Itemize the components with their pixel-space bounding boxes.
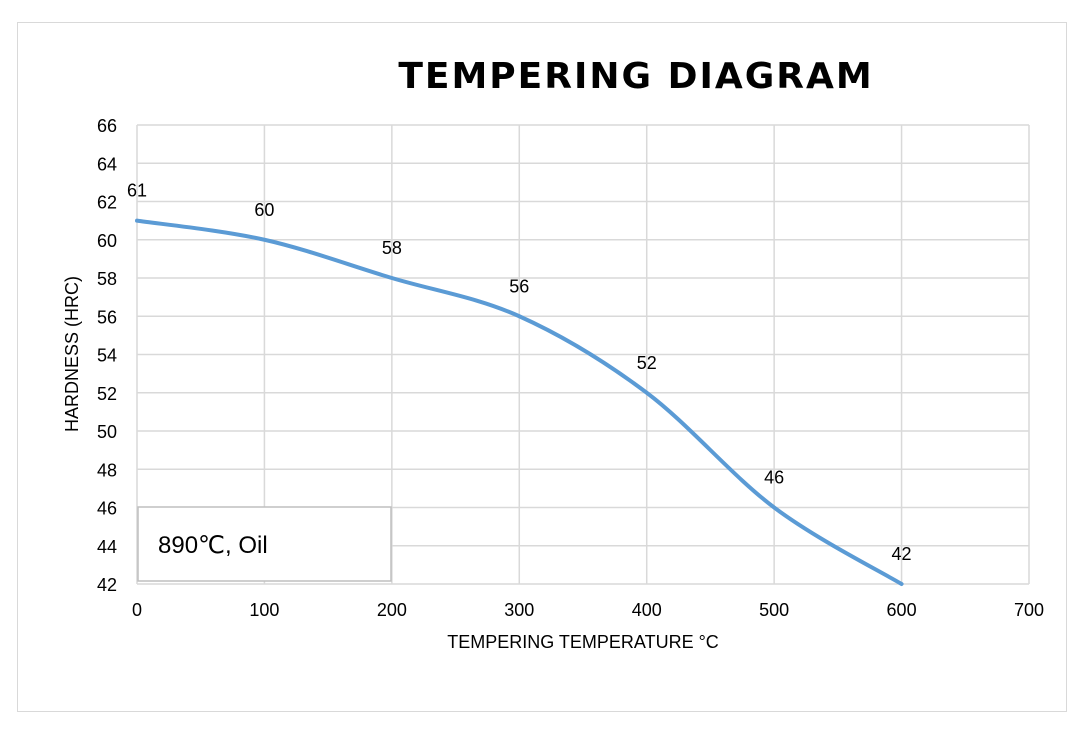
y-tick-label: 46 (97, 499, 117, 519)
annotation-box (137, 506, 392, 582)
data-label: 52 (637, 353, 657, 373)
x-tick-label: 200 (377, 600, 407, 620)
x-tick-label: 0 (132, 600, 142, 620)
x-tick-label: 400 (632, 600, 662, 620)
y-tick-label: 64 (97, 154, 117, 174)
y-tick-label: 48 (97, 460, 117, 480)
data-label: 46 (764, 468, 784, 488)
y-tick-label: 42 (97, 575, 117, 595)
y-tick-label: 66 (97, 116, 117, 136)
y-tick-label: 52 (97, 384, 117, 404)
x-tick-label: 700 (1014, 600, 1044, 620)
data-label: 42 (892, 544, 912, 564)
y-tick-label: 62 (97, 193, 117, 213)
chart-title: TEMPERING DIAGRAM (398, 56, 873, 97)
y-axis-label: HARDNESS (HRC) (62, 276, 82, 432)
x-tick-label: 500 (759, 600, 789, 620)
data-label: 56 (509, 276, 529, 296)
y-tick-label: 44 (97, 537, 117, 557)
y-tick-label: 58 (97, 269, 117, 289)
y-tick-label: 60 (97, 231, 117, 251)
data-label: 58 (382, 238, 402, 258)
data-label: 60 (254, 200, 274, 220)
data-label: 61 (127, 181, 147, 201)
y-tick-label: 56 (97, 307, 117, 327)
y-tick-label: 50 (97, 422, 117, 442)
y-tick-label: 54 (97, 346, 117, 366)
x-axis-label: TEMPERING TEMPERATURE °C (447, 632, 719, 652)
x-tick-label: 100 (249, 600, 279, 620)
chart-frame (17, 22, 1067, 712)
x-tick-label: 600 (887, 600, 917, 620)
tick-labels: 42 44 46 48 50 52 54 56 58 60 62 64 66 0 100 200 300 400 5… (97, 116, 1044, 620)
gridlines (136, 124, 1030, 585)
hardness-series-line (135, 218, 904, 586)
annotation-text: 890℃, Oil (158, 532, 268, 559)
x-tick-label: 300 (504, 600, 534, 620)
data-labels: 61 60 58 56 52 46 42 (127, 181, 912, 564)
